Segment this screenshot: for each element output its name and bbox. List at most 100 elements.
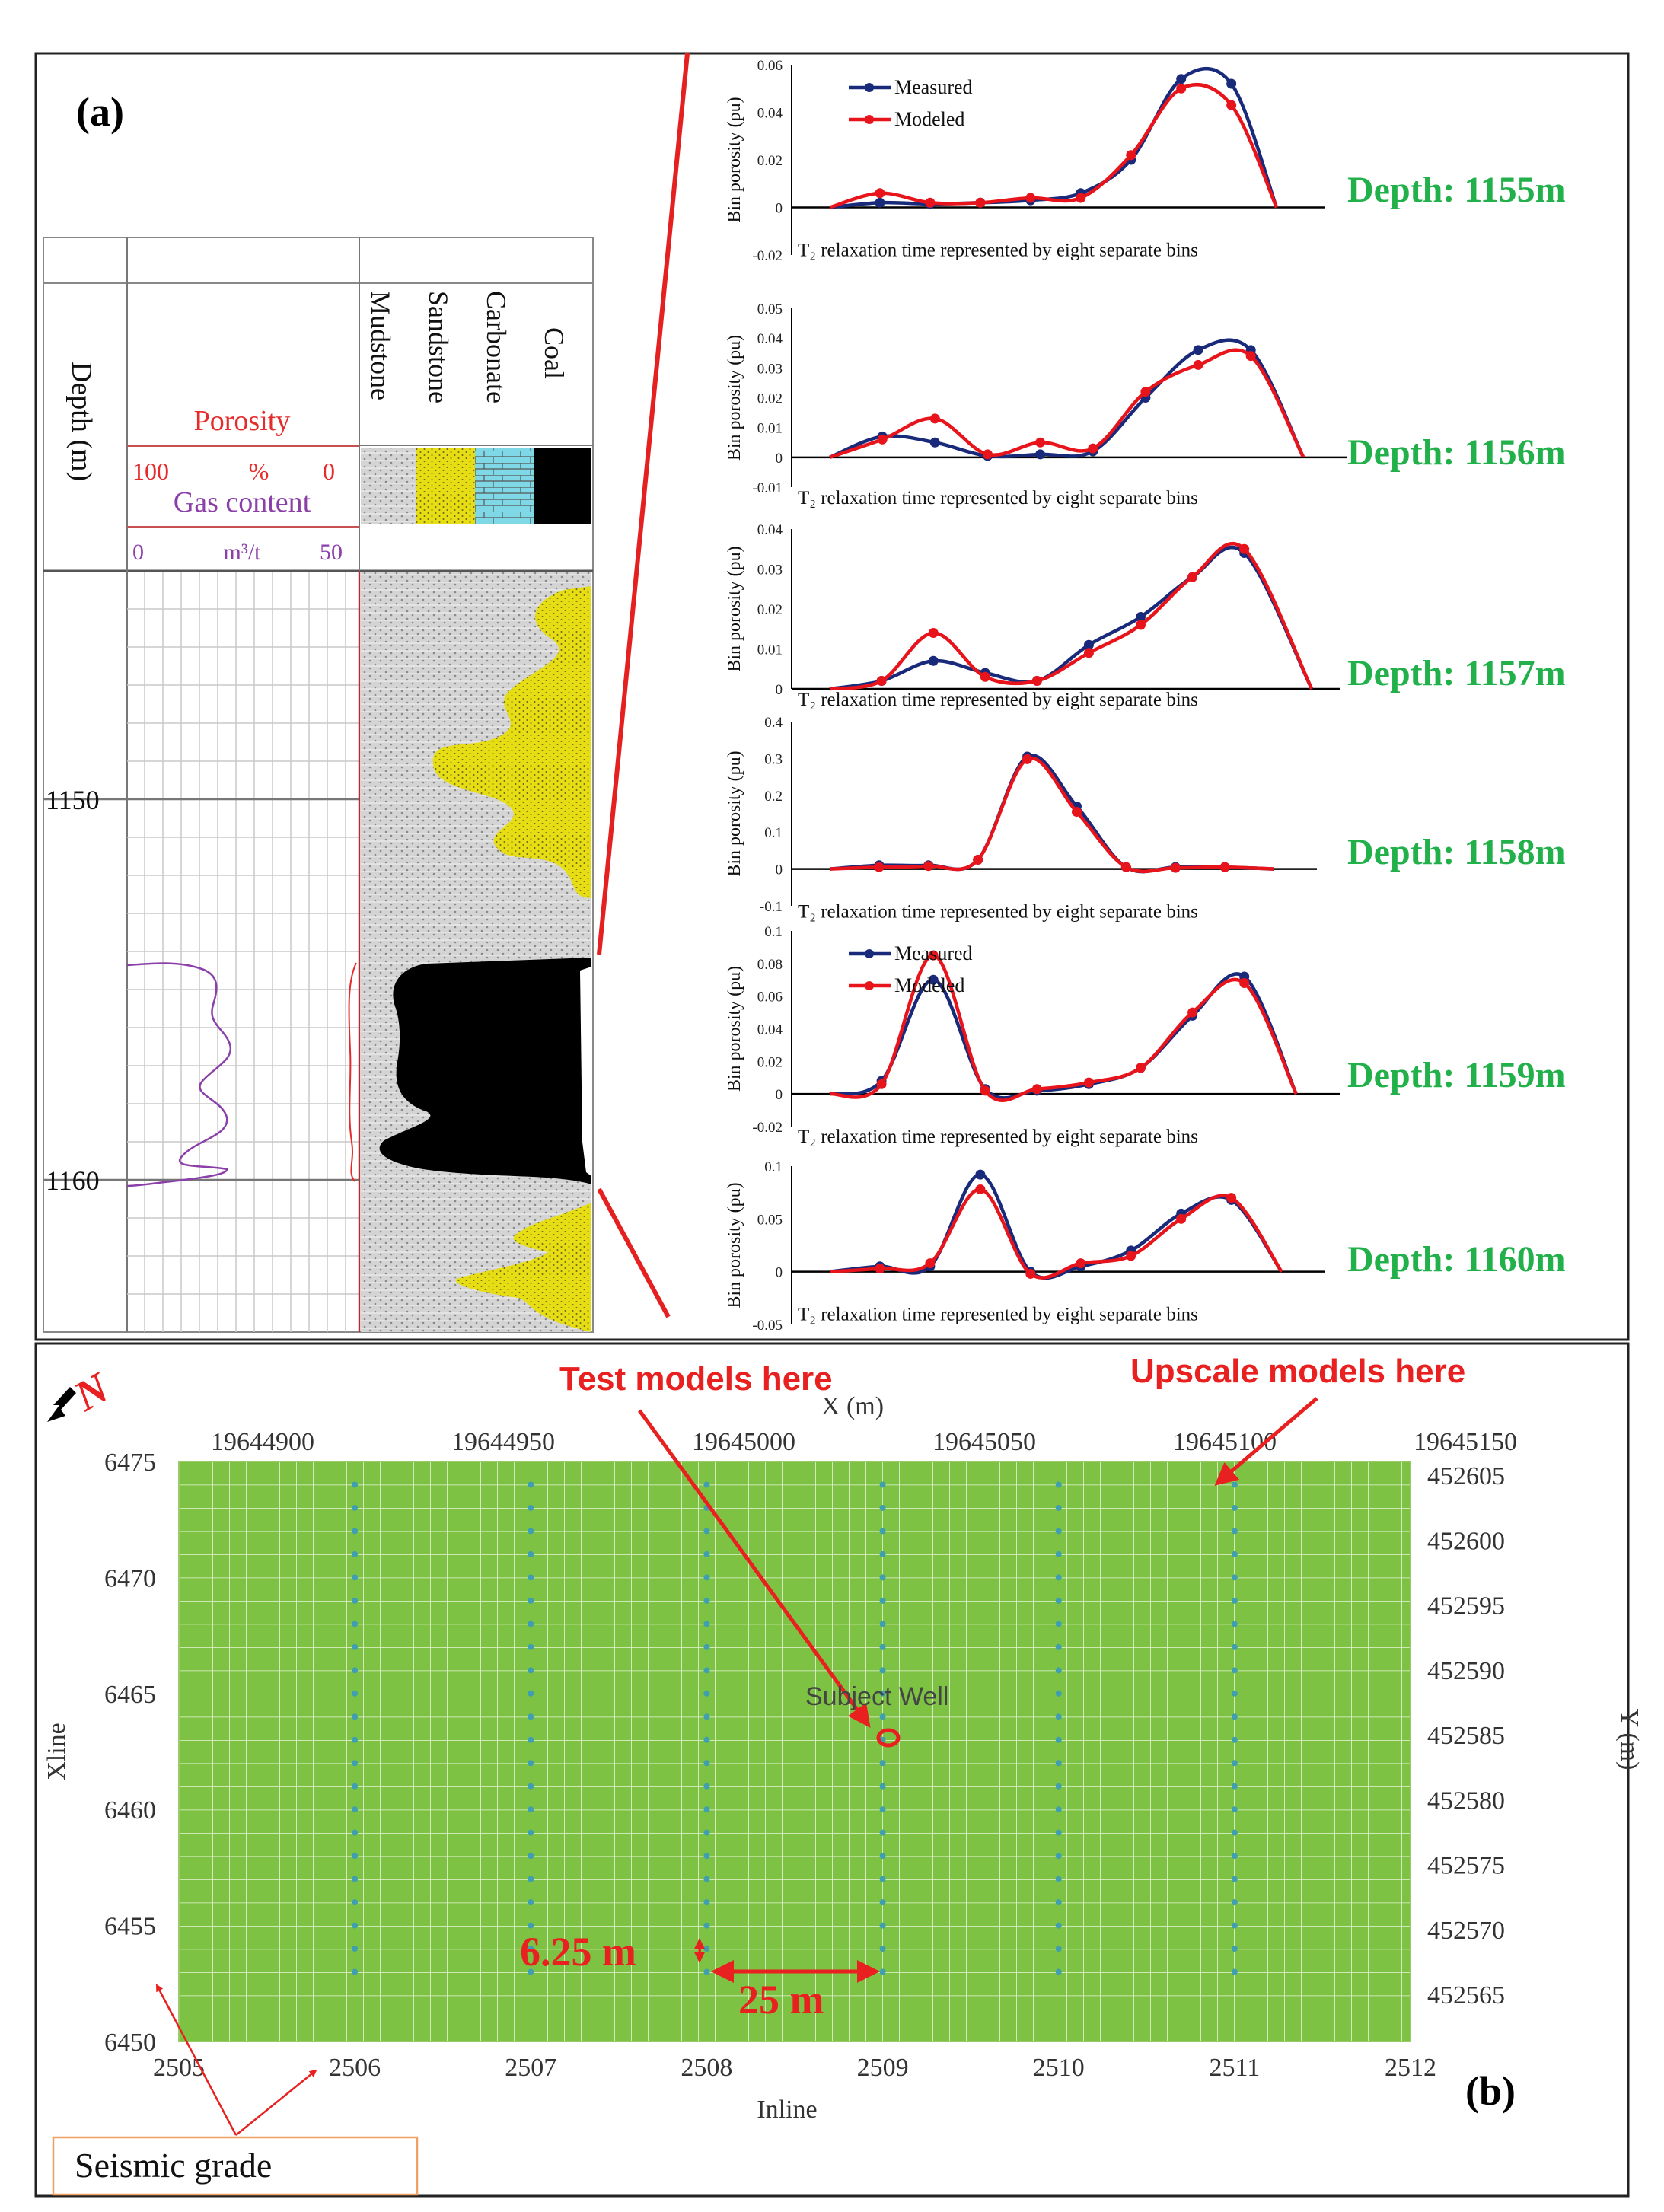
grid-node	[1231, 1946, 1238, 1952]
grid-node	[528, 1713, 534, 1720]
data-point-modeled	[1083, 1077, 1094, 1088]
legend-marker	[865, 981, 874, 990]
grid-node	[352, 1829, 359, 1836]
grid-node	[703, 1783, 710, 1790]
data-point-measured	[1193, 345, 1203, 355]
grid-node	[1055, 1899, 1062, 1906]
data-point-measured	[1136, 612, 1146, 622]
grid-node	[703, 1621, 710, 1627]
grid-node	[352, 1690, 359, 1697]
series-line-measured	[829, 1172, 1283, 1280]
y-axis-label: Bin porosity (pu)	[725, 751, 744, 876]
grid-node	[352, 1736, 359, 1743]
grid-node	[352, 1713, 359, 1720]
legend-mudstone-swatch	[361, 448, 416, 524]
series-line-measured	[829, 545, 1314, 691]
y-tick-label: 0.04	[757, 522, 783, 538]
xline-tick-label: 6455	[104, 1913, 156, 1941]
depth-tick-1150: 1150	[46, 785, 100, 815]
x-axis-label: T₂ relaxation time represented by eight …	[798, 241, 1198, 261]
coal-seam	[379, 958, 591, 1184]
grid-node	[879, 1968, 886, 1975]
lithology-mudstone: Mudstone	[365, 291, 396, 400]
coal-white-band	[580, 967, 591, 1176]
data-point-modeled	[1136, 620, 1146, 630]
series-line-modeled	[829, 82, 1279, 209]
grid-node	[352, 1783, 359, 1790]
y-tick-label: 0.1	[764, 825, 783, 841]
y-coordinate-tick-label: 452585	[1427, 1722, 1505, 1750]
grid-node	[1055, 1597, 1062, 1604]
y-tick-label: -0.1	[760, 899, 783, 915]
grid-node	[528, 1481, 534, 1488]
data-point-modeled	[1226, 100, 1237, 110]
y-coordinate-tick-label: 452600	[1427, 1527, 1505, 1555]
x-axis-label: T₂ relaxation time represented by eight …	[798, 1305, 1198, 1325]
panel-a-label: (a)	[76, 89, 124, 135]
depth-label: Depth: 1157m	[1347, 653, 1566, 693]
data-point-measured	[1226, 78, 1237, 89]
grid-node	[352, 1481, 359, 1488]
grid-node	[879, 1690, 886, 1697]
grid-node	[703, 1713, 710, 1720]
y-tick-label: 0	[776, 1265, 783, 1281]
data-point-modeled	[1083, 648, 1094, 658]
nmr-chart-2: 0.05 0.04 0.03 0.02 0.01 0 -0.01 Bin porosity (…	[725, 301, 1566, 508]
y-tick-label: 0.04	[757, 331, 783, 347]
grid-node	[1231, 1922, 1238, 1929]
grid-node	[352, 1597, 359, 1604]
data-point-modeled	[1170, 862, 1181, 873]
grid-node	[879, 1829, 886, 1836]
gas-content-title: Gas content	[174, 486, 311, 518]
data-point-modeled	[1076, 193, 1086, 203]
y-tick-label: 0.05	[757, 1212, 783, 1228]
grid-node	[703, 1946, 710, 1952]
porosity-scale-left: 100	[132, 457, 169, 485]
nmr-chart-5: 0.1 0.08 0.06 0.04 0.02 0 -0.02 Bin porosity (p…	[725, 924, 1566, 1147]
series-line-measured	[829, 338, 1305, 459]
lithology-carbonate: Carbonate	[481, 291, 512, 403]
grid-node	[1231, 1667, 1238, 1674]
y-tick-label: 0	[776, 1087, 783, 1103]
porosity-track-grid	[127, 572, 359, 1332]
grid-node	[1055, 1853, 1062, 1860]
y-tick-label: 0.2	[764, 789, 783, 805]
grid-node	[352, 1551, 359, 1557]
y-tick-label: 0.1	[764, 924, 783, 940]
inline-tick-label: 2507	[505, 2054, 556, 2082]
data-point-measured	[1035, 449, 1046, 460]
grid-node	[703, 1736, 710, 1743]
data-point-modeled	[1226, 1193, 1237, 1203]
porosity-scale-right: 0	[323, 457, 335, 485]
data-point-measured	[1083, 639, 1094, 650]
north-arrow-icon	[47, 1387, 76, 1422]
grid-node	[879, 1922, 886, 1929]
x-axis-label: T₂ relaxation time represented by eight …	[798, 488, 1198, 508]
y-coordinate-axis-label: Y (m)	[1615, 1709, 1643, 1771]
grid-node	[879, 1574, 886, 1581]
grid-node	[703, 1574, 710, 1581]
data-point-modeled	[1025, 1268, 1036, 1279]
data-point-modeled	[1088, 443, 1098, 454]
data-point-modeled	[876, 1079, 887, 1089]
grid-node	[703, 1597, 710, 1604]
depth-label: Depth: 1156m	[1347, 432, 1566, 473]
y-tick-label: 0.06	[757, 58, 783, 74]
data-point-measured	[928, 974, 939, 985]
y-coordinate-tick-label: 452595	[1427, 1592, 1505, 1621]
inline-tick-label: 2512	[1385, 2054, 1436, 2082]
grid-node	[703, 1853, 710, 1860]
data-point-modeled	[1031, 1084, 1042, 1095]
grid-node	[703, 1643, 710, 1650]
sandstone-body	[432, 586, 591, 898]
grid-node	[1231, 1713, 1238, 1720]
data-point-modeled	[1071, 807, 1082, 818]
lithology-sandstone: Sandstone	[423, 291, 454, 403]
y-coordinate-tick-label: 452590	[1427, 1657, 1505, 1685]
legend-label: Measured	[894, 76, 973, 98]
data-point-modeled	[1035, 437, 1046, 448]
series-line-modeled	[829, 348, 1305, 459]
data-point-modeled	[928, 628, 939, 638]
grid-node	[1231, 1643, 1238, 1650]
data-point-modeled	[1176, 1213, 1187, 1224]
